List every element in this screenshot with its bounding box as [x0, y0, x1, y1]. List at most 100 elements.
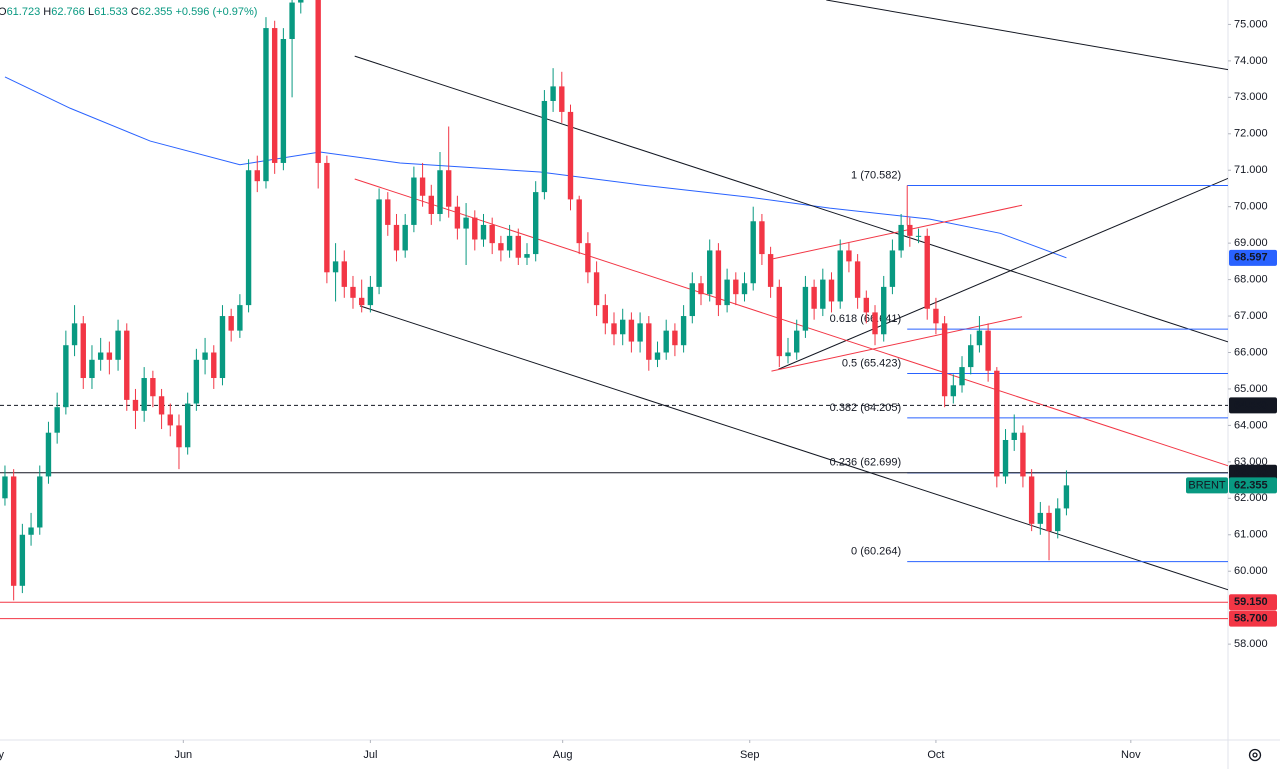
candle-body: [97, 352, 104, 360]
y-tick-label: 70.000: [1234, 201, 1268, 213]
y-tick-label: 58.000: [1234, 638, 1268, 650]
candle-body: [828, 279, 835, 302]
candle-body: [150, 378, 156, 397]
candle-body: [350, 286, 356, 298]
candle-body: [167, 414, 173, 426]
level-badge-bg: [1229, 397, 1277, 414]
candle-body: [315, 0, 321, 163]
x-tick-label: Jul: [363, 749, 377, 761]
candle-body: [767, 254, 774, 287]
y-tick-label: 63.000: [1234, 456, 1268, 468]
y-tick-label: 68.000: [1234, 274, 1268, 286]
candle-body: [411, 177, 417, 225]
candle-body: [698, 283, 704, 295]
x-tick-label: Nov: [1121, 749, 1141, 761]
candle-body: [402, 224, 408, 251]
candle-body: [785, 352, 791, 357]
candle-body: [663, 330, 669, 353]
x-tick-label: May: [0, 749, 5, 761]
candle-body: [80, 323, 86, 379]
candle-body: [620, 319, 626, 335]
candle-body: [506, 235, 513, 251]
candle-body: [176, 425, 182, 448]
candle-body: [532, 192, 539, 255]
candle-body: [820, 279, 826, 309]
last-price-badge: 62.355: [1229, 477, 1277, 494]
gear-center[interactable]: [1252, 752, 1258, 758]
level-badge-bg: [1229, 464, 1277, 481]
candle-body: [385, 199, 391, 225]
candle-body: [654, 352, 661, 360]
candle-body: [115, 330, 121, 360]
candle-body: [637, 323, 643, 342]
y-tick-label: 72.000: [1234, 128, 1268, 140]
x-tick-label: Oct: [927, 749, 944, 761]
settings-icon[interactable]: [1248, 748, 1262, 762]
symbol-badge-label: BRENT: [1188, 479, 1226, 491]
candle-body: [715, 250, 722, 306]
y-tick-label: 71.000: [1234, 164, 1268, 176]
candle-body: [437, 170, 443, 214]
candle-body: [567, 111, 574, 200]
candle-body: [524, 254, 530, 258]
y-tick-label: 62.000: [1234, 492, 1268, 504]
candle-body: [515, 235, 521, 258]
candle-body: [263, 28, 269, 182]
candle-body: [550, 86, 556, 101]
candle-body: [689, 283, 696, 317]
y-tick-label: 73.000: [1234, 91, 1268, 103]
y-tick-label: 67.000: [1234, 310, 1268, 322]
y-tick-label: 69.000: [1234, 237, 1268, 249]
symbol-badge-bg: [1186, 477, 1228, 494]
candle-body: [707, 250, 713, 295]
moving-average: [4, 76, 1067, 259]
fib-label: 0.236 (62.699): [830, 457, 902, 469]
candle-body: [541, 100, 548, 193]
candle-body: [1002, 439, 1009, 477]
candle-body: [950, 385, 957, 397]
gear-ring[interactable]: [1248, 748, 1262, 762]
candle-body: [245, 170, 252, 306]
candle-body: [680, 316, 687, 346]
candle-body: [193, 359, 200, 404]
candle-body: [106, 352, 113, 360]
candle-body: [672, 330, 678, 346]
y-tick-label: 65.000: [1234, 383, 1268, 395]
candle-body: [419, 177, 426, 196]
candle-body: [1020, 432, 1026, 477]
candle-body: [63, 345, 69, 408]
ma-badge-label: 68.597: [1234, 252, 1268, 264]
candle-body: [202, 352, 208, 360]
trendline: [826, 0, 1228, 71]
y-tick-label: 61.000: [1234, 529, 1268, 541]
candle-body: [863, 297, 870, 313]
candle-body: [1046, 512, 1052, 532]
candle-body: [898, 224, 904, 251]
fib-label: 1 (70.582): [851, 169, 901, 181]
candle-body: [837, 250, 843, 302]
header-change-pct: (+0.97%): [212, 6, 257, 18]
trendline: [354, 55, 1228, 343]
candle-body: [271, 28, 278, 163]
candle-body: [559, 86, 565, 112]
level-badge-bg: [1229, 594, 1277, 611]
candle-body: [802, 286, 809, 331]
level-badge-label: 58.700: [1234, 613, 1268, 625]
last-price-badge-bg: [1229, 477, 1277, 494]
candle-body: [1037, 512, 1044, 524]
candle-body: [811, 286, 817, 309]
candle-body: [907, 224, 913, 236]
ma-badge: 68.597: [1229, 249, 1277, 266]
header-key: L: [88, 6, 94, 18]
candle-body: [480, 224, 487, 240]
candle-body: [724, 279, 730, 306]
candle-body: [332, 261, 339, 273]
y-tick-label: 64.000: [1234, 419, 1268, 431]
candle-body: [280, 39, 287, 163]
candle-body: [985, 330, 991, 371]
candle-body: [228, 316, 234, 331]
candle-body: [54, 407, 60, 433]
x-tick-label: Jun: [174, 749, 192, 761]
